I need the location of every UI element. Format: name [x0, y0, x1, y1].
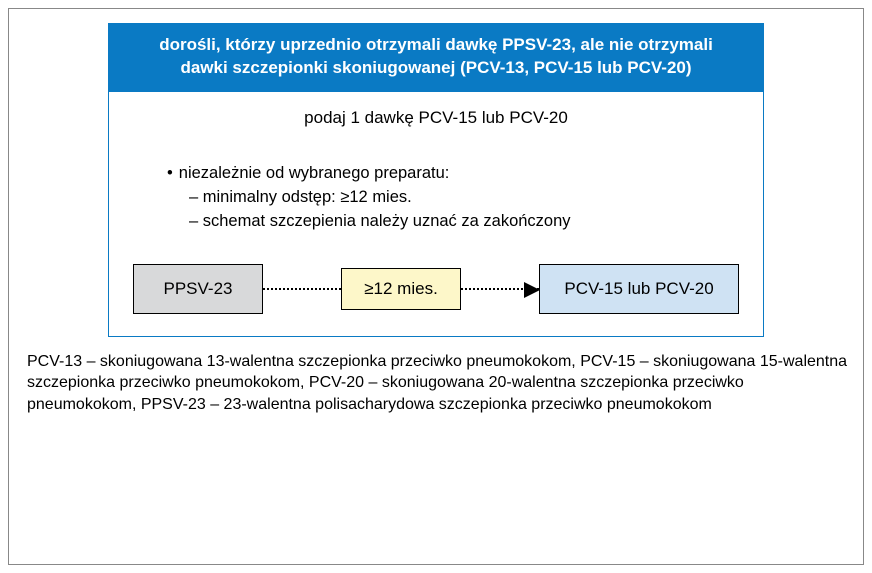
flow-box-ppsv23: PPSV-23	[133, 264, 263, 314]
bullet-sub-2: – schemat szczepienia należy uznać za za…	[189, 210, 743, 234]
info-card: dorośli, którzy uprzednio otrzymali dawk…	[108, 23, 764, 337]
flow-box-pcv: PCV-15 lub PCV-20	[539, 264, 739, 314]
header-line-1: dorośli, którzy uprzednio otrzymali dawk…	[129, 34, 743, 57]
bullet-lead: • niezależnie od wybranego preparatu:	[167, 162, 743, 186]
card-body: podaj 1 dawkę PCV-15 lub PCV-20 • niezale…	[109, 92, 763, 336]
arrowhead-icon	[524, 282, 540, 298]
bullet-block: • niezależnie od wybranego preparatu: – m…	[167, 162, 743, 234]
header-line-2: dawki szczepionki skoniugowanej (PCV-13,…	[129, 57, 743, 80]
card-header: dorośli, którzy uprzednio otrzymali dawk…	[109, 24, 763, 92]
flow-connector-2	[461, 288, 539, 290]
legend-text: PCV-13 – skoniugowana 13-walentna szczep…	[27, 351, 849, 416]
bullet-sub-1: – minimalny odstęp: ≥12 mies.	[189, 186, 743, 210]
flow-connector-1	[263, 288, 341, 290]
bullet-dot-icon: •	[167, 164, 173, 182]
instruction-text: podaj 1 dawkę PCV-15 lub PCV-20	[129, 108, 743, 128]
flow-box-interval: ≥12 mies.	[341, 268, 461, 310]
flow-diagram: PPSV-23 ≥12 mies. PCV-15 lub PCV-20	[129, 264, 743, 314]
outer-frame: dorośli, którzy uprzednio otrzymali dawk…	[8, 8, 864, 565]
bullet-lead-text: niezależnie od wybranego preparatu:	[179, 164, 450, 182]
